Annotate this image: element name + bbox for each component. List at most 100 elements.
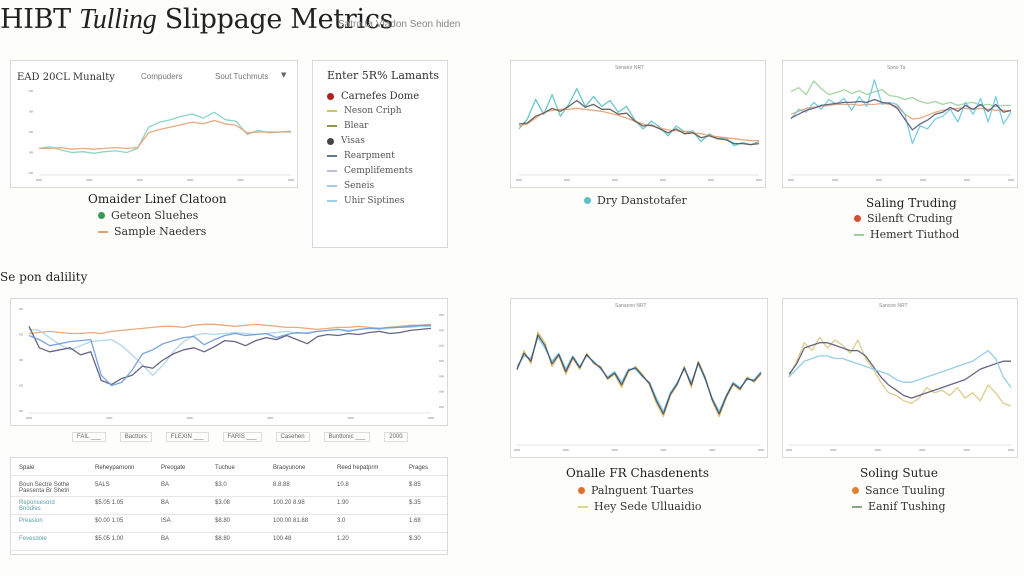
- filter-chip[interactable]: 2000: [384, 432, 408, 442]
- filter-chip[interactable]: FARIS ___: [222, 432, 262, 442]
- legend-swatch: [327, 200, 337, 202]
- x-tick: [564, 179, 570, 181]
- x-tick: [187, 179, 194, 181]
- x-tick: [832, 179, 838, 181]
- panel-top-right-header: Spoo Ta: [887, 65, 906, 71]
- table-cell: BA: [161, 482, 170, 488]
- table-row: [11, 550, 447, 551]
- table-cell: $8.80: [215, 536, 231, 542]
- series-line-2: [518, 99, 760, 146]
- table-header: Braoyunone: [273, 465, 306, 471]
- y-tick: [29, 151, 33, 154]
- table-header: Reheyparnonn: [95, 465, 135, 471]
- series-line-1: [28, 325, 431, 376]
- x-tick: [709, 449, 716, 451]
- legend-item: Silenft Cruding: [854, 212, 953, 225]
- legend-swatch: [852, 487, 859, 494]
- legend-label: Geteon Sluehes: [111, 209, 199, 222]
- title-prefix: HIBT: [0, 4, 71, 35]
- side-legend-title: Enter 5R% Lamants: [327, 69, 440, 82]
- panel-top-left-label-c[interactable]: Sout Tuchmuts: [215, 72, 269, 81]
- x-tick: [874, 449, 881, 451]
- table-cell: Reponsesord Briodies: [19, 500, 55, 512]
- y-tick: [19, 308, 23, 310]
- series-line-2: [788, 349, 1012, 388]
- table-cell: 100.48: [273, 536, 292, 542]
- x-tick: [237, 179, 244, 181]
- x-tick: [756, 179, 762, 181]
- legend-label: Hey Sede Ulluaidio: [594, 500, 702, 513]
- filter-chip[interactable]: Casehen: [275, 432, 310, 442]
- legend-swatch: [98, 212, 105, 219]
- legend-swatch: [327, 125, 337, 127]
- y2-tick: [439, 314, 444, 316]
- y-tick: [29, 110, 33, 113]
- filter-chip[interactable]: FLEXIN ___: [165, 432, 209, 442]
- table-row: [11, 532, 447, 533]
- x-tick: [26, 417, 32, 419]
- y-tick: [29, 131, 33, 133]
- y2-tick: [439, 360, 444, 362]
- legend-item: Palnguent Tuartes: [578, 484, 694, 497]
- x-tick: [920, 179, 926, 181]
- legend-label: Cemplifements: [344, 166, 413, 176]
- table-cell: $5.05 1.05: [95, 500, 124, 506]
- y-tick: [19, 333, 23, 336]
- x-tick: [660, 449, 667, 451]
- x-tick: [830, 449, 837, 451]
- legend-swatch: [327, 170, 337, 172]
- chevron-down-icon[interactable]: ▼: [281, 71, 287, 79]
- side-legend-item: Blear: [327, 121, 369, 131]
- y-tick: [29, 90, 33, 92]
- table-cell: $.85: [409, 482, 421, 488]
- legend-label: Silenft Cruding: [867, 212, 953, 225]
- chart-top-mid: [516, 88, 762, 181]
- panel-top-mid: Senator NRT: [510, 60, 766, 188]
- legend-swatch: [327, 93, 334, 100]
- x-tick: [288, 179, 294, 181]
- legend-item: Eanif Tushing: [852, 500, 946, 513]
- series-line-0: [516, 331, 762, 418]
- legend-swatch: [327, 185, 337, 187]
- y-tick: [29, 172, 33, 174]
- legend-item: Hey Sede Ulluaidio: [578, 500, 702, 513]
- series-line-0: [38, 111, 292, 154]
- legend-item: Dry Danstotafer: [584, 194, 687, 207]
- table-header: Reed hepatprm: [337, 465, 379, 471]
- x-tick: [964, 179, 970, 181]
- x-tick: [1008, 179, 1014, 181]
- series-line-0: [790, 80, 1011, 108]
- table-header: Tuchue: [215, 465, 235, 471]
- legend-swatch: [327, 110, 337, 112]
- x-tick: [267, 417, 274, 419]
- x-tick: [86, 179, 93, 181]
- legend-swatch: [584, 197, 591, 204]
- y2-tick: [439, 344, 444, 347]
- page-subtitle: Satro ta Vladon Seon hiden: [338, 19, 461, 30]
- x-tick: [919, 449, 926, 451]
- x-tick: [516, 179, 522, 181]
- series-line-1: [788, 342, 1011, 399]
- x-tick: [708, 179, 714, 181]
- legend-label: Carnefes Dome: [341, 91, 420, 102]
- filter-chip[interactable]: FAIL ___: [72, 432, 106, 442]
- table-cell: $3.08: [215, 500, 231, 506]
- series-line-1: [39, 119, 291, 150]
- series-line-2: [28, 326, 432, 386]
- table-cell: Fevesdole: [19, 536, 47, 542]
- legend-swatch: [327, 137, 334, 145]
- section-label: Se pon dalility: [0, 270, 88, 284]
- x-tick: [562, 449, 569, 451]
- x-tick: [106, 417, 113, 419]
- side-legend-item: Carnefes Dome: [327, 91, 419, 102]
- panel-top-mid-header: Senator NRT: [615, 65, 645, 71]
- legend-label: Seneis: [344, 181, 375, 191]
- series-line-1: [518, 107, 759, 142]
- legend-item: Sample Naeders: [98, 225, 206, 238]
- legend-swatch: [327, 155, 337, 157]
- filter-chip[interactable]: Bunttonic ___: [323, 432, 371, 442]
- filter-chip[interactable]: Bacttors: [119, 432, 152, 442]
- series-line-0: [788, 336, 1012, 407]
- legend-label: Dry Danstotafer: [597, 194, 687, 207]
- side-legend-panel: Enter 5R% Lamants Carnefes Dome Neson Cri…: [312, 60, 448, 248]
